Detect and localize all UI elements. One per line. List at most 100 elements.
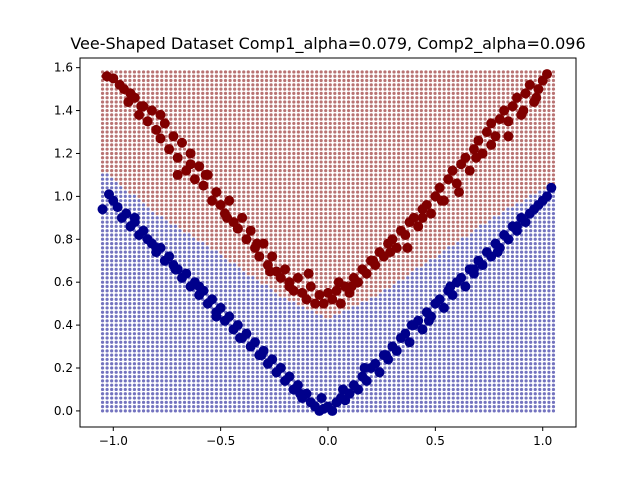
grid-point-high (333, 186, 337, 190)
grid-point-low (155, 353, 159, 357)
grid-point-high (292, 96, 296, 100)
grid-point-low (132, 199, 137, 203)
grid-point-high (141, 130, 146, 134)
grid-point-high (365, 169, 369, 173)
grid-point-high (219, 96, 223, 100)
grid-point-high (328, 263, 332, 267)
grid-point-high (214, 130, 219, 134)
grid-point-low (333, 387, 337, 392)
grid-point-low (278, 400, 282, 404)
grid-point-low (365, 310, 369, 314)
grid-point-low (210, 392, 214, 396)
grid-point-high (132, 160, 137, 164)
grid-point-low (182, 374, 187, 379)
grid-point-low (114, 374, 118, 379)
grid-point-low (196, 319, 200, 323)
grid-point-high (374, 276, 378, 280)
grid-point-high (324, 267, 328, 271)
grid-point-high (360, 229, 364, 233)
grid-point-low (296, 357, 300, 362)
grid-point-high (205, 104, 209, 108)
grid-point-low (214, 396, 219, 400)
grid-point-high (319, 151, 323, 156)
grid-point-low (242, 272, 246, 276)
grid-point-low (155, 344, 159, 349)
grid-point-low (356, 306, 360, 310)
grid-point-high (305, 130, 310, 134)
grid-point-low (283, 297, 287, 301)
grid-point-low (196, 405, 200, 409)
grid-point-low (182, 302, 187, 306)
grid-point-high (251, 121, 255, 126)
grid-point-low (278, 327, 282, 331)
grid-point-low (337, 314, 341, 319)
grid-point-high (360, 190, 364, 194)
grid-point-low (119, 314, 123, 319)
grid-point-low (296, 327, 300, 331)
grid-point-low (324, 323, 328, 327)
grid-point-high (228, 246, 232, 250)
grid-point-high (264, 199, 269, 203)
grid-point-high (169, 220, 173, 224)
grid-point-low (383, 379, 387, 383)
grid-point-high (346, 237, 351, 241)
grid-point-high (337, 272, 341, 276)
grid-point-high (374, 233, 378, 237)
grid-point-high (301, 78, 305, 83)
grid-point-high (141, 78, 146, 83)
grid-point-high (328, 211, 332, 216)
grid-point-high (151, 78, 155, 83)
grid-point-high (219, 156, 223, 160)
grid-point-high (269, 83, 273, 87)
grid-point-low (246, 392, 250, 396)
grid-point-low (214, 374, 219, 379)
grid-point-low (160, 349, 164, 353)
grid-point-high (182, 108, 187, 113)
grid-point-high (369, 151, 373, 156)
grid-point-high (137, 139, 141, 143)
grid-point-high (151, 87, 155, 91)
grid-point-low (100, 362, 105, 366)
grid-point-high (260, 74, 264, 78)
grid-point-low (369, 302, 373, 306)
grid-point-high (283, 241, 287, 246)
grid-point-high (110, 130, 114, 134)
grid-point-high (369, 121, 373, 126)
grid-point-low (100, 392, 105, 396)
grid-point-high (214, 108, 219, 113)
grid-point-high (287, 100, 291, 104)
grid-point-low (128, 289, 132, 293)
grid-point-high (255, 126, 259, 130)
grid-point-high (346, 113, 351, 117)
grid-point-high (305, 237, 310, 241)
grid-point-low (137, 314, 141, 319)
grid-point-high (128, 126, 132, 130)
grid-point-high (346, 194, 351, 198)
grid-point-low (123, 241, 127, 246)
grid-point-low (128, 332, 132, 336)
grid-point-low (360, 306, 364, 310)
grid-point-high (269, 233, 273, 237)
grid-point-low (146, 392, 150, 396)
grid-point-low (114, 340, 118, 344)
grid-point-low (278, 349, 282, 353)
grid-point-high (178, 96, 182, 100)
grid-point-high (192, 96, 196, 100)
grid-point-low (296, 310, 300, 314)
grid-point-high (360, 199, 364, 203)
grid-point-high (228, 207, 232, 211)
grid-point-low (164, 319, 168, 323)
grid-point-high (123, 78, 127, 83)
grid-point-high (201, 194, 205, 198)
grid-point-low (173, 392, 178, 396)
grid-point-high (342, 91, 346, 95)
grid-point-high (274, 263, 278, 267)
grid-point-low (378, 306, 382, 310)
grid-point-high (246, 108, 250, 113)
grid-point-high (210, 181, 214, 186)
grid-point-high (296, 203, 300, 207)
grid-point-low (132, 319, 137, 323)
grid-point-high (219, 186, 223, 190)
grid-point-low (315, 374, 319, 379)
grid-point-low (301, 379, 305, 383)
